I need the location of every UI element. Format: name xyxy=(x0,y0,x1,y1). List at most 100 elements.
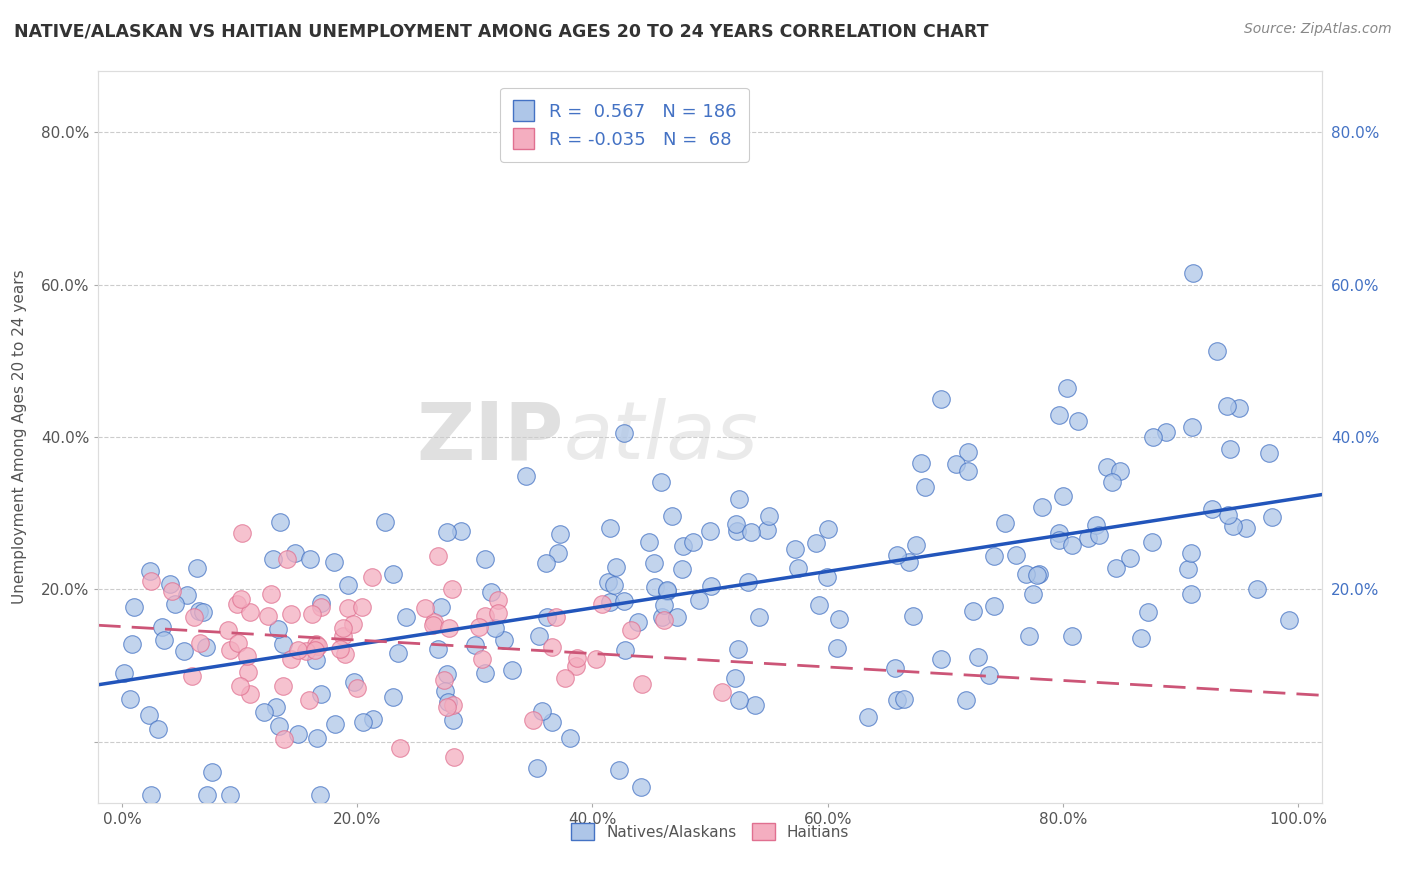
Point xyxy=(983,599,1005,613)
Point xyxy=(299,551,322,566)
Point xyxy=(381,566,404,581)
Point xyxy=(183,609,205,624)
Point xyxy=(231,592,253,607)
Point xyxy=(1140,535,1163,549)
Point xyxy=(219,643,242,657)
Point xyxy=(1005,548,1028,562)
Point xyxy=(163,598,186,612)
Point xyxy=(1119,551,1142,566)
Point xyxy=(486,606,509,620)
Point xyxy=(626,615,648,629)
Point xyxy=(541,640,564,654)
Point xyxy=(152,633,174,648)
Point xyxy=(1219,442,1241,457)
Point xyxy=(474,609,496,624)
Point xyxy=(748,610,770,624)
Point xyxy=(787,560,810,574)
Point xyxy=(547,546,569,560)
Point xyxy=(307,640,329,654)
Point xyxy=(1206,344,1229,359)
Point xyxy=(436,524,458,539)
Point xyxy=(479,585,502,599)
Point xyxy=(332,629,354,643)
Point xyxy=(280,607,302,622)
Point xyxy=(311,687,333,701)
Point xyxy=(352,599,374,614)
Point xyxy=(346,681,368,696)
Point xyxy=(474,666,496,681)
Point xyxy=(337,601,360,615)
Point xyxy=(530,704,553,718)
Point xyxy=(441,713,464,727)
Point xyxy=(162,584,184,599)
Point xyxy=(655,582,678,597)
Point xyxy=(655,584,678,599)
Point xyxy=(631,676,654,690)
Point xyxy=(554,671,576,685)
Point xyxy=(613,594,636,608)
Point xyxy=(273,732,295,747)
Point xyxy=(956,464,979,478)
Point xyxy=(305,637,328,651)
Point xyxy=(304,643,326,657)
Point xyxy=(186,561,208,575)
Point xyxy=(308,788,330,802)
Point xyxy=(492,632,515,647)
Point xyxy=(638,534,661,549)
Point xyxy=(427,549,450,563)
Point xyxy=(536,610,558,624)
Point xyxy=(305,731,328,745)
Point xyxy=(886,693,908,707)
Point xyxy=(436,667,458,681)
Point xyxy=(910,456,932,470)
Point xyxy=(548,527,571,541)
Point xyxy=(395,610,418,624)
Point xyxy=(176,588,198,602)
Point xyxy=(361,713,384,727)
Point xyxy=(630,780,652,794)
Point xyxy=(724,671,747,685)
Point xyxy=(112,666,135,681)
Point xyxy=(464,638,486,652)
Text: ZIP: ZIP xyxy=(416,398,564,476)
Point xyxy=(450,524,472,538)
Point xyxy=(217,623,239,637)
Point xyxy=(929,651,952,665)
Point xyxy=(235,649,257,664)
Point xyxy=(474,551,496,566)
Point xyxy=(904,538,927,552)
Point xyxy=(901,608,924,623)
Point xyxy=(471,651,494,665)
Point xyxy=(727,642,749,657)
Point xyxy=(602,578,624,592)
Point xyxy=(1097,459,1119,474)
Point xyxy=(1085,517,1108,532)
Point xyxy=(897,555,920,569)
Point xyxy=(195,788,218,802)
Point xyxy=(727,693,749,707)
Point xyxy=(672,539,695,553)
Point xyxy=(1028,567,1050,582)
Point xyxy=(441,582,464,596)
Point xyxy=(181,669,204,683)
Point xyxy=(967,650,990,665)
Point xyxy=(287,643,309,657)
Point xyxy=(1047,409,1070,423)
Point xyxy=(828,612,851,626)
Point xyxy=(486,593,509,607)
Point xyxy=(298,693,321,707)
Point xyxy=(671,562,693,576)
Point xyxy=(194,640,217,654)
Point xyxy=(596,575,619,590)
Point xyxy=(737,575,759,590)
Point xyxy=(977,668,1000,682)
Point xyxy=(585,652,607,666)
Point xyxy=(329,642,352,657)
Point xyxy=(387,647,409,661)
Point xyxy=(807,599,830,613)
Point xyxy=(229,679,252,693)
Point xyxy=(825,640,848,655)
Point xyxy=(725,524,748,538)
Point xyxy=(541,714,564,729)
Point xyxy=(725,517,748,532)
